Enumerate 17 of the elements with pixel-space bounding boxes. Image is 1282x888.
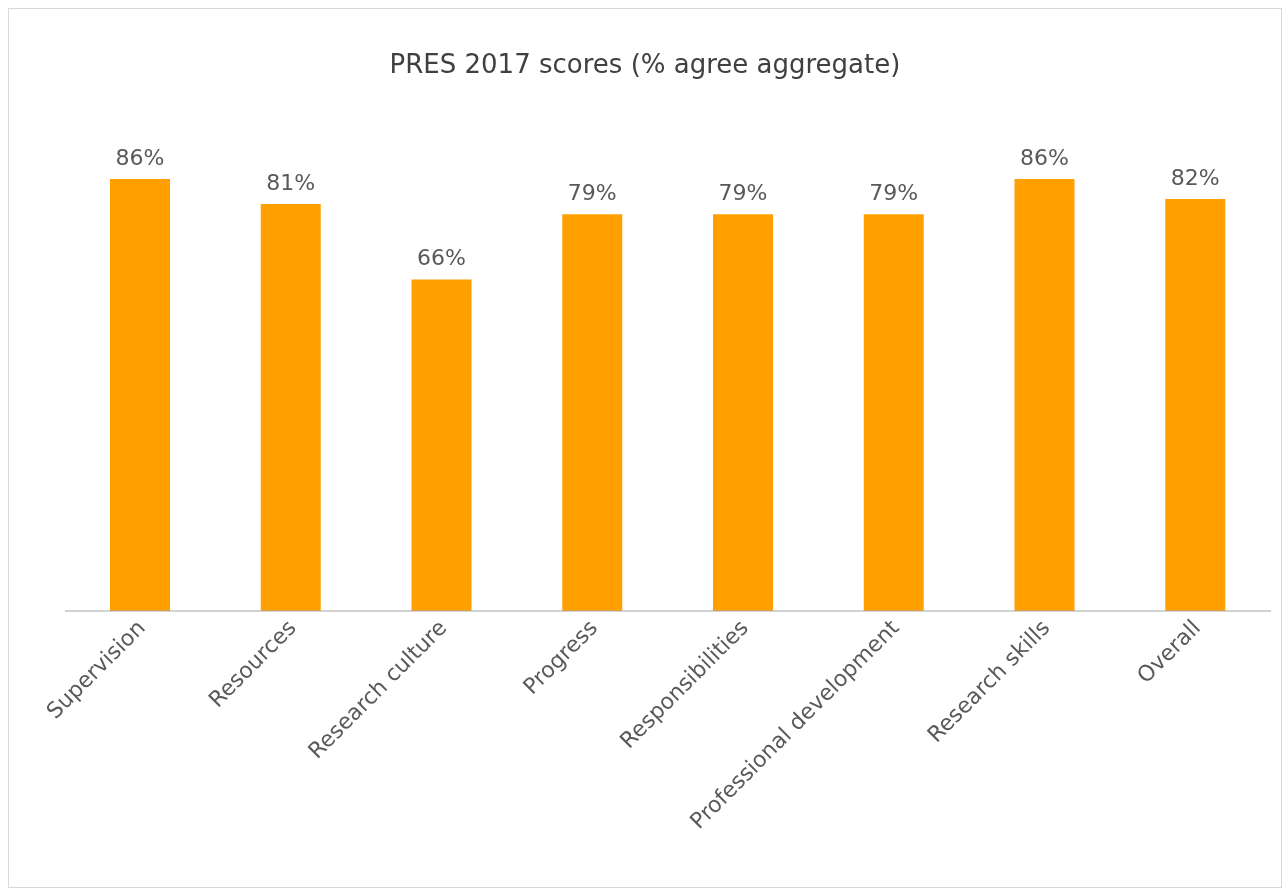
data-label: 79%	[718, 180, 768, 206]
bar	[260, 204, 321, 611]
bar	[863, 214, 924, 611]
data-label: 86%	[115, 145, 165, 170]
bar	[411, 279, 472, 611]
data-label: 82%	[1170, 165, 1220, 191]
data-label: 66%	[417, 245, 466, 271]
bar	[713, 214, 773, 611]
chart-title: PRES 2017 scores (% agree aggregate)	[388, 49, 902, 79]
bar	[110, 179, 170, 611]
bar	[562, 214, 623, 611]
data-label: 86%	[1020, 145, 1069, 170]
bar	[1014, 179, 1075, 611]
data-label: 79%	[567, 180, 617, 206]
bar	[1165, 199, 1226, 611]
data-label: 79%	[869, 180, 919, 206]
data-label: 81%	[266, 170, 316, 196]
